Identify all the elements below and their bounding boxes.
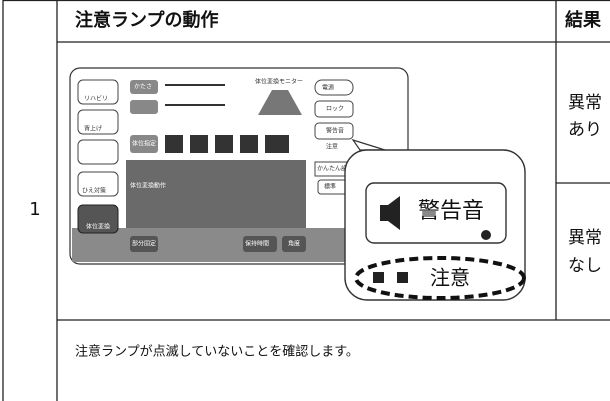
header-result: 結果 <box>565 9 602 31</box>
panel-label: ロック <box>326 106 344 113</box>
panel-label: 注意 <box>326 143 338 151</box>
panel-label: かんたん設定 <box>317 165 353 173</box>
panel-label: ひえ対策 <box>82 187 106 195</box>
callout-lamp: 注意 <box>430 266 470 290</box>
panel-label: 体位指定 <box>132 140 156 148</box>
panel-label: 部分固定 <box>132 240 156 248</box>
result-text: なし <box>568 256 602 276</box>
callout: 警告音 注意 <box>344 138 526 301</box>
panel-label: 警告音 <box>326 127 344 135</box>
panel-label: 体位変換 <box>86 223 110 231</box>
panel-label: かたさ <box>134 84 152 91</box>
result-text: あり <box>568 120 602 140</box>
panel-label: 背上げ <box>84 125 102 133</box>
row-number: 1 <box>29 199 40 220</box>
panel-label: 体位変換動作 <box>130 182 166 190</box>
panel-label: 標準 <box>324 183 336 191</box>
panel-label: 角度 <box>288 240 300 248</box>
panel-label: 電源 <box>322 84 334 92</box>
panel-label: 体位変換モニター <box>255 78 303 86</box>
note: 注意ランプが点滅していないことを確認します。 <box>75 344 359 360</box>
result-text: 異常 <box>568 228 602 248</box>
result-text: 異常 <box>568 93 602 113</box>
callout-button: 警告音 <box>418 199 484 224</box>
header-action: 注意ランプの動作 <box>75 9 218 31</box>
panel-label: 保持時間 <box>245 240 269 248</box>
panel-label: リハビリ <box>84 95 108 103</box>
control-panel: リハビリ 背上げ ひえ対策 体位変換 かたさ 体位指定 体位変換モニター 電源 … <box>69 67 409 265</box>
